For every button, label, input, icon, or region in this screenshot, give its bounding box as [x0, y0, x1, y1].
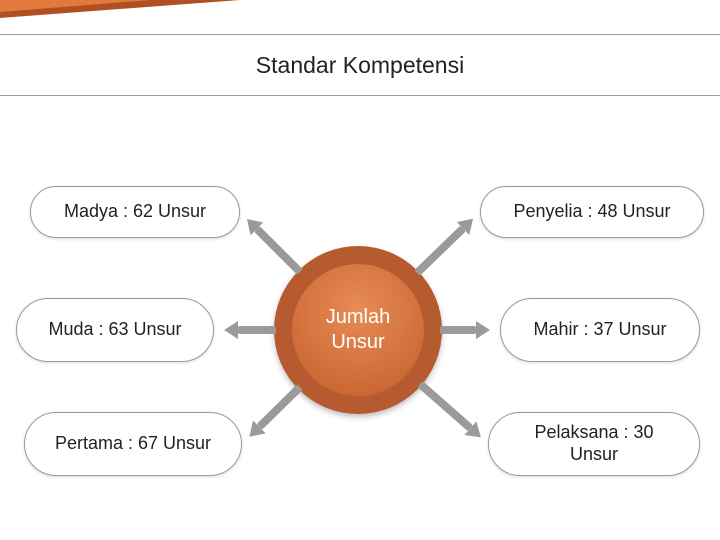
title-bar: Standar Kompetensi — [0, 34, 720, 96]
node-pelaksana: Pelaksana : 30 Unsur — [488, 412, 700, 476]
node-mahir: Mahir : 37 Unsur — [500, 298, 700, 362]
node-muda: Muda : 63 Unsur — [16, 298, 214, 362]
node-pertama: Pertama : 67 Unsur — [24, 412, 242, 476]
node-muda-label: Muda : 63 Unsur — [48, 319, 181, 341]
node-penyelia-label: Penyelia : 48 Unsur — [513, 201, 670, 223]
node-madya: Madya : 62 Unsur — [30, 186, 240, 238]
header-accent-light — [0, 0, 150, 12]
center-hub-label: Jumlah Unsur — [292, 264, 424, 396]
node-pelaksana-label: Pelaksana : 30 Unsur — [534, 422, 653, 465]
stage: Standar Kompetensi Jumlah Unsur Madya : 6… — [0, 0, 720, 540]
node-pertama-label: Pertama : 67 Unsur — [55, 433, 211, 455]
node-mahir-label: Mahir : 37 Unsur — [533, 319, 666, 341]
page-title: Standar Kompetensi — [256, 52, 464, 79]
node-penyelia: Penyelia : 48 Unsur — [480, 186, 704, 238]
node-madya-label: Madya : 62 Unsur — [64, 201, 206, 223]
